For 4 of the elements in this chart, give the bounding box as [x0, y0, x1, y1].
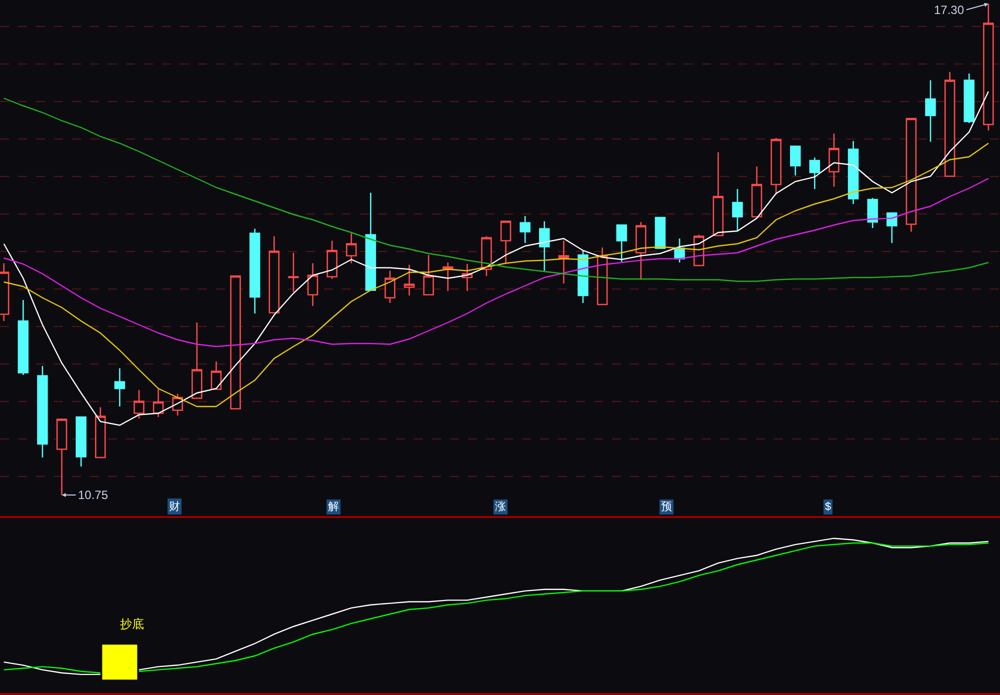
annotation: 抄底	[120, 617, 144, 631]
candlestick	[37, 365, 48, 458]
candlestick	[18, 299, 29, 376]
candlestick	[964, 72, 974, 124]
